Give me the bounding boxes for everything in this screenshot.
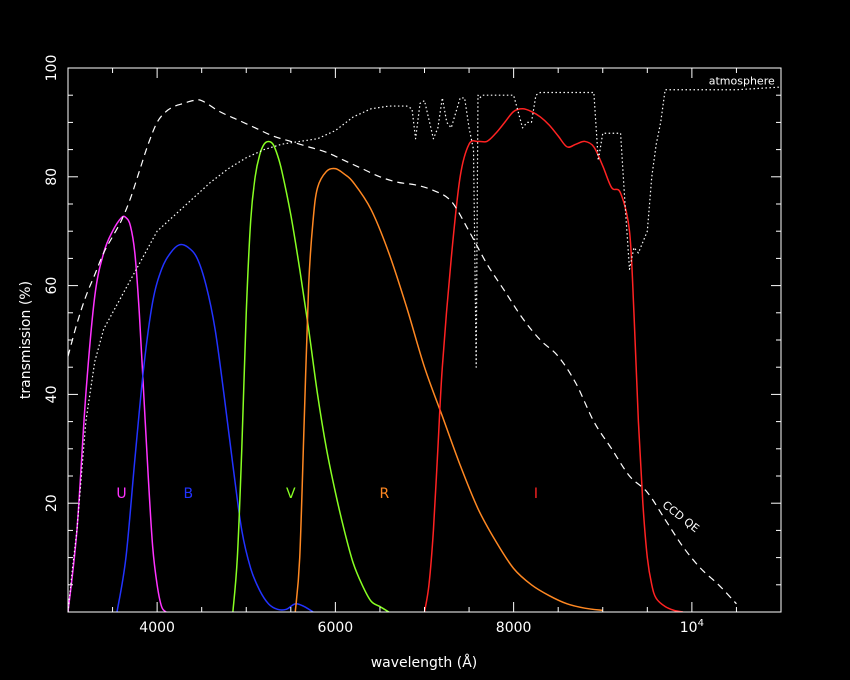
y-axis-title: transmission (%) — [18, 281, 34, 399]
series-label-atmosphere: atmosphere — [709, 74, 775, 87]
series-line-i — [423, 108, 684, 612]
plot-series — [68, 86, 781, 612]
series-line-ccd-qe — [68, 99, 737, 605]
y-tick-label: 60 — [44, 277, 60, 295]
series-label-b: B — [184, 486, 194, 502]
axes: 4000 6000 8000 104 20 40 60 80 100 — [44, 55, 782, 636]
x-tick-exponent: 4 — [698, 618, 704, 629]
series-labels: U B V R I CCD QE atmosphere — [116, 74, 775, 535]
x-tick-label: 8000 — [496, 620, 532, 636]
series-line-r — [294, 167, 603, 612]
series-label-ccd-qe: CCD QE — [660, 498, 702, 535]
series-label-i: I — [534, 486, 538, 502]
series-label-u: U — [116, 486, 126, 502]
x-axis-title: wavelength (Å) — [371, 654, 478, 671]
y-tick-label: 80 — [44, 168, 60, 186]
x-tick-label: 104 — [680, 618, 704, 636]
series-label-r: R — [380, 486, 390, 502]
x-tick-label: 6000 — [318, 620, 354, 636]
y-tick-label: 40 — [44, 385, 60, 403]
series-line-u — [68, 215, 167, 612]
plot-frame — [67, 67, 782, 613]
y-tick-label: 100 — [44, 55, 60, 82]
series-label-v: V — [286, 486, 296, 502]
series-line-v — [232, 140, 390, 612]
series-line-atmosphere — [68, 86, 781, 612]
x-tick-label: 4000 — [139, 620, 175, 636]
y-tick-label: 20 — [44, 494, 60, 512]
series-line-b — [116, 243, 314, 612]
